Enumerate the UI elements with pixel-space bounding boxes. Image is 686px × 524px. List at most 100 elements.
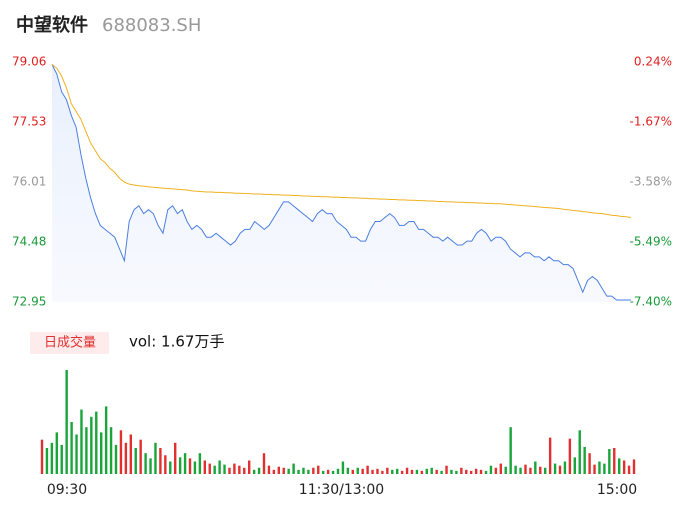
volume-bar [154,442,157,474]
volume-bar [144,453,147,474]
volume-bar [484,470,488,474]
volume-bar [193,461,197,474]
volume-bar [119,430,123,474]
volume-bar [272,469,276,474]
y2-tick-label: -1.67% [630,115,672,129]
x-tick-label: 15:00 [597,482,637,498]
volume-bar [139,439,142,474]
volume-bar [396,468,399,474]
y2-tick-label: -7.40% [630,295,672,309]
chart-title: 中望软件 [16,14,88,36]
x-tick-label: 09:30 [47,482,87,498]
y-tick-label: 72.95 [12,295,46,309]
volume-bar [361,468,364,474]
volume-bar [445,465,448,474]
legend-label: 日成交量 [44,335,96,351]
volume-bar [391,469,394,474]
volume-bar [252,469,256,474]
volume-bar [351,469,354,474]
volume-bar [420,470,424,474]
volume-bar [435,469,438,474]
volume-bar [70,422,73,474]
volume-bar [262,453,266,474]
volume-bar [95,411,98,474]
volume-bar [287,468,290,474]
volume-bar [178,457,182,474]
volume-bar [277,466,280,474]
volume-bar [218,460,221,474]
volume-bar [474,468,478,474]
volume-bar [164,455,167,474]
volume-bar [622,460,626,474]
volume-bar [248,460,251,474]
y2-tick-label: -3.58% [630,175,672,189]
volume-bar [376,468,379,474]
volume-bar [312,467,315,474]
volume-bar [341,461,345,474]
volume-bar [134,448,137,474]
volume-bar [85,427,88,474]
volume-bar [563,461,567,474]
volume-bar [400,470,404,474]
volume-bar [159,448,162,474]
volume-bar [223,464,226,474]
volume-bar [519,467,522,474]
volume-bar [183,453,187,474]
volume-bar [292,463,295,474]
volume-bar [331,470,335,474]
volume-bar [356,467,359,474]
volume-bar [129,434,132,474]
average-line [51,63,632,219]
volume-bar [381,470,384,474]
volume-bar [598,461,601,474]
volume-bar [174,442,177,474]
price-area [52,64,631,303]
volume-bar [149,458,152,474]
volume-bar [50,442,54,474]
volume-bar [40,439,44,474]
volume-bar [534,461,537,474]
volume-bar [302,467,305,474]
y-tick-label: 76.01 [12,174,46,188]
volume-bar [410,469,414,474]
chart-subtitle: 688083.SH [102,15,201,36]
volume-bar [243,467,246,474]
volume-bar [366,465,369,474]
volume-bar [425,468,428,474]
volume-bar [568,438,572,474]
volume-bar [257,467,261,474]
volume-bar [632,459,636,474]
volume-bar [336,468,340,474]
volume-bar [228,467,231,474]
volume-bar [415,469,419,474]
volume-bar [213,465,216,474]
volume-bar [479,469,483,474]
volume-bar [114,444,118,474]
y-tick-label: 77.53 [12,115,46,129]
volume-bar [455,470,458,474]
volume-bar [208,463,211,474]
volume-bar [307,469,310,474]
volume-bar [450,469,453,474]
volume-bar [65,370,68,474]
volume-bar [405,467,409,474]
x-tick-label: 11:30/13:00 [299,482,384,498]
volume-bar [104,406,108,474]
volume-bar [90,416,93,474]
volume-bar [203,460,206,474]
volume-bar [326,469,330,474]
volume-bar [489,465,493,474]
volume-bar [297,469,300,474]
volume-bar [553,463,557,474]
y-tick-label: 79.06 [12,55,46,69]
volume-bar [514,465,517,474]
volume-bar [188,458,192,474]
volume-bar [499,463,502,474]
volume-bar [267,465,271,474]
volume-bar [470,470,473,474]
volume-bar [440,470,443,474]
volume-bar [588,453,591,474]
legend-box [30,332,109,354]
volume-bar [603,463,606,474]
volume-bar [371,469,374,474]
